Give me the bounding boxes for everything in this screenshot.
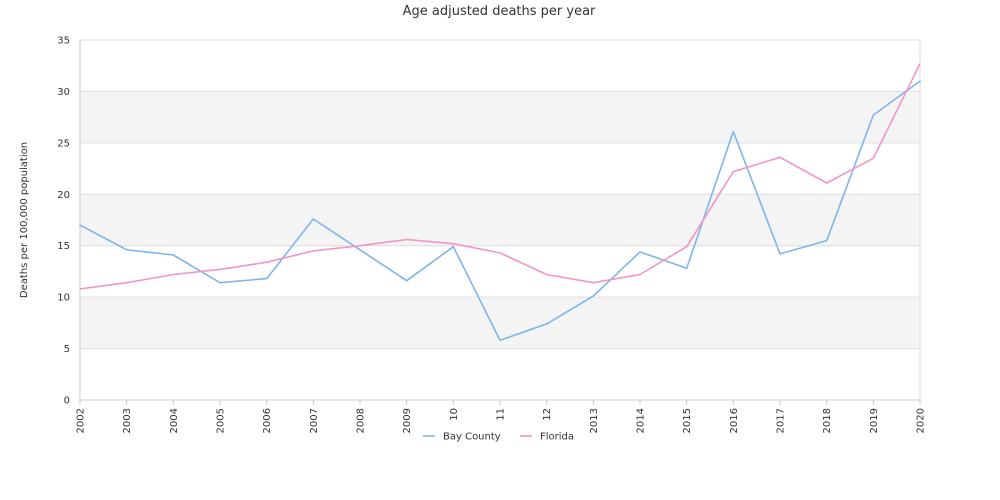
- plot-band: [80, 91, 920, 143]
- legend: Bay County Florida: [423, 432, 574, 443]
- x-tick-label: 2004: [169, 408, 180, 433]
- plot-band: [80, 194, 920, 246]
- y-tick-label: 25: [57, 138, 70, 149]
- x-tick-label: 2006: [262, 408, 273, 433]
- chart-title: Age adjusted deaths per year: [403, 4, 596, 19]
- legend-label: Bay County: [443, 432, 501, 443]
- series-lines: [79, 62, 921, 342]
- y-tick-label: 0: [64, 396, 70, 407]
- y-tick-label: 15: [57, 241, 70, 252]
- x-tick-label: 2008: [356, 408, 367, 433]
- y-tick-label: 5: [64, 344, 70, 355]
- x-tick-label: 2003: [122, 408, 133, 433]
- series-line-florida: [79, 62, 921, 290]
- x-tick-label: 2009: [402, 408, 413, 433]
- x-tick-label: 2019: [869, 408, 880, 433]
- series-line-bay-county: [79, 80, 921, 342]
- x-tick-label: 2002: [76, 408, 87, 433]
- x-axis-ticks: 2002 2003 2004 2005 2006 2007 2008 2009 10 11 12 20…: [76, 400, 927, 433]
- x-tick-label: 2013: [589, 408, 600, 433]
- x-tick-label: 2014: [636, 408, 647, 433]
- x-tick-label: 10: [449, 408, 460, 421]
- x-tick-label: 12: [542, 408, 553, 421]
- y-tick-label: 10: [57, 293, 70, 304]
- x-tick-label: 2020: [916, 408, 927, 433]
- x-tick-label: 2016: [729, 408, 740, 433]
- x-tick-label: 11: [496, 408, 507, 421]
- y-axis-title: Deaths per 100,000 population: [19, 142, 30, 298]
- x-tick-label: 2018: [822, 408, 833, 433]
- legend-label: Florida: [540, 432, 574, 443]
- y-tick-label: 20: [57, 190, 70, 201]
- x-tick-label: 2005: [216, 408, 227, 433]
- y-tick-label: 35: [57, 36, 70, 47]
- x-tick-label: 2017: [776, 408, 787, 433]
- x-tick-label: 2007: [309, 408, 320, 433]
- plot-bands: [80, 91, 920, 349]
- y-axis-ticks: 0 5 10 15 20 25 30 35: [57, 36, 70, 407]
- x-tick-label: 2015: [682, 408, 693, 433]
- y-tick-label: 30: [57, 87, 70, 98]
